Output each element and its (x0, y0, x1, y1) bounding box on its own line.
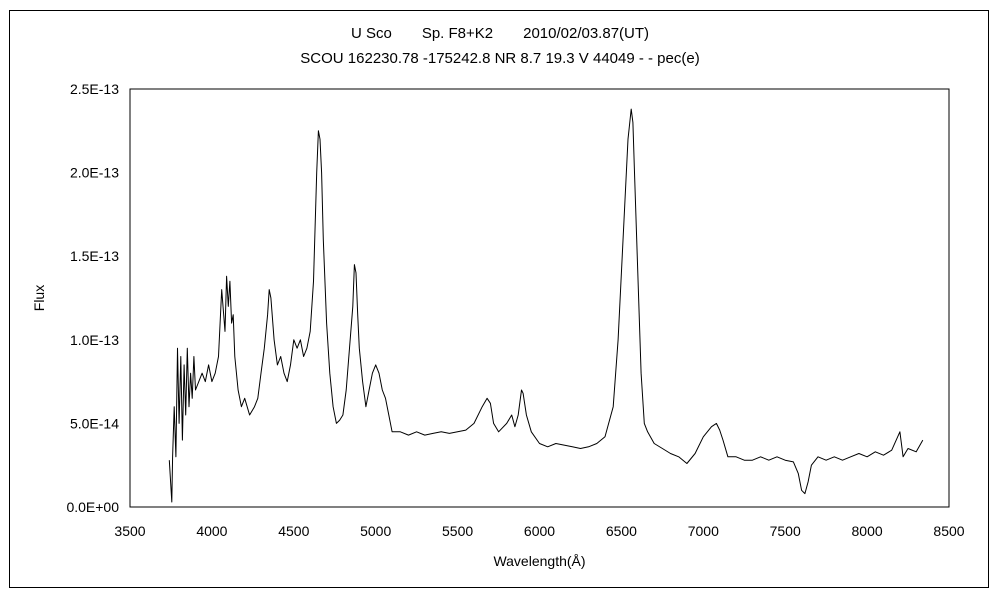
x-tick-label: 4000 (196, 523, 227, 539)
x-tick-label: 8000 (852, 523, 883, 539)
plot-area (129, 88, 950, 508)
x-tick-label: 6000 (524, 523, 555, 539)
y-axis-label: Flux (31, 285, 47, 311)
y-tick-labels: 0.0E+00 5.0E-14 1.0E-13 1.5E-13 2.0E-13 2.5E-… (66, 81, 119, 515)
x-tick-label: 5500 (442, 523, 473, 539)
series-line (168, 108, 924, 503)
chart-title: U Sco Sp. F8+K2 2010/02/03.87(UT) (350, 25, 650, 42)
x-tick-label: 3500 (114, 523, 145, 539)
chart-subtitle: SCOU 162230.78 -175242.8 NR 8.7 19.3 V 4… (300, 50, 700, 67)
x-axis-label: Wavelength(Å) (493, 553, 585, 569)
x-tick-label: 6500 (606, 523, 637, 539)
y-tick-label: 1.5E-13 (70, 248, 119, 264)
x-tick-labels: 3500 4000 4500 5000 5500 6000 6500 7000 7500 8000… (114, 523, 964, 539)
x-tick-label: 5000 (360, 523, 391, 539)
y-tick-label: 0.0E+00 (66, 499, 119, 515)
x-tick-label: 8500 (933, 523, 964, 539)
y-tick-label: 1.0E-13 (70, 332, 119, 348)
x-tick-label: 4500 (278, 523, 309, 539)
y-tick-label: 2.5E-13 (70, 81, 119, 97)
x-tick-label: 7500 (770, 523, 801, 539)
y-tick-label: 2.0E-13 (70, 165, 119, 181)
series-group (168, 108, 924, 503)
y-tick-label: 5.0E-14 (70, 415, 119, 431)
x-tick-label: 7000 (688, 523, 719, 539)
